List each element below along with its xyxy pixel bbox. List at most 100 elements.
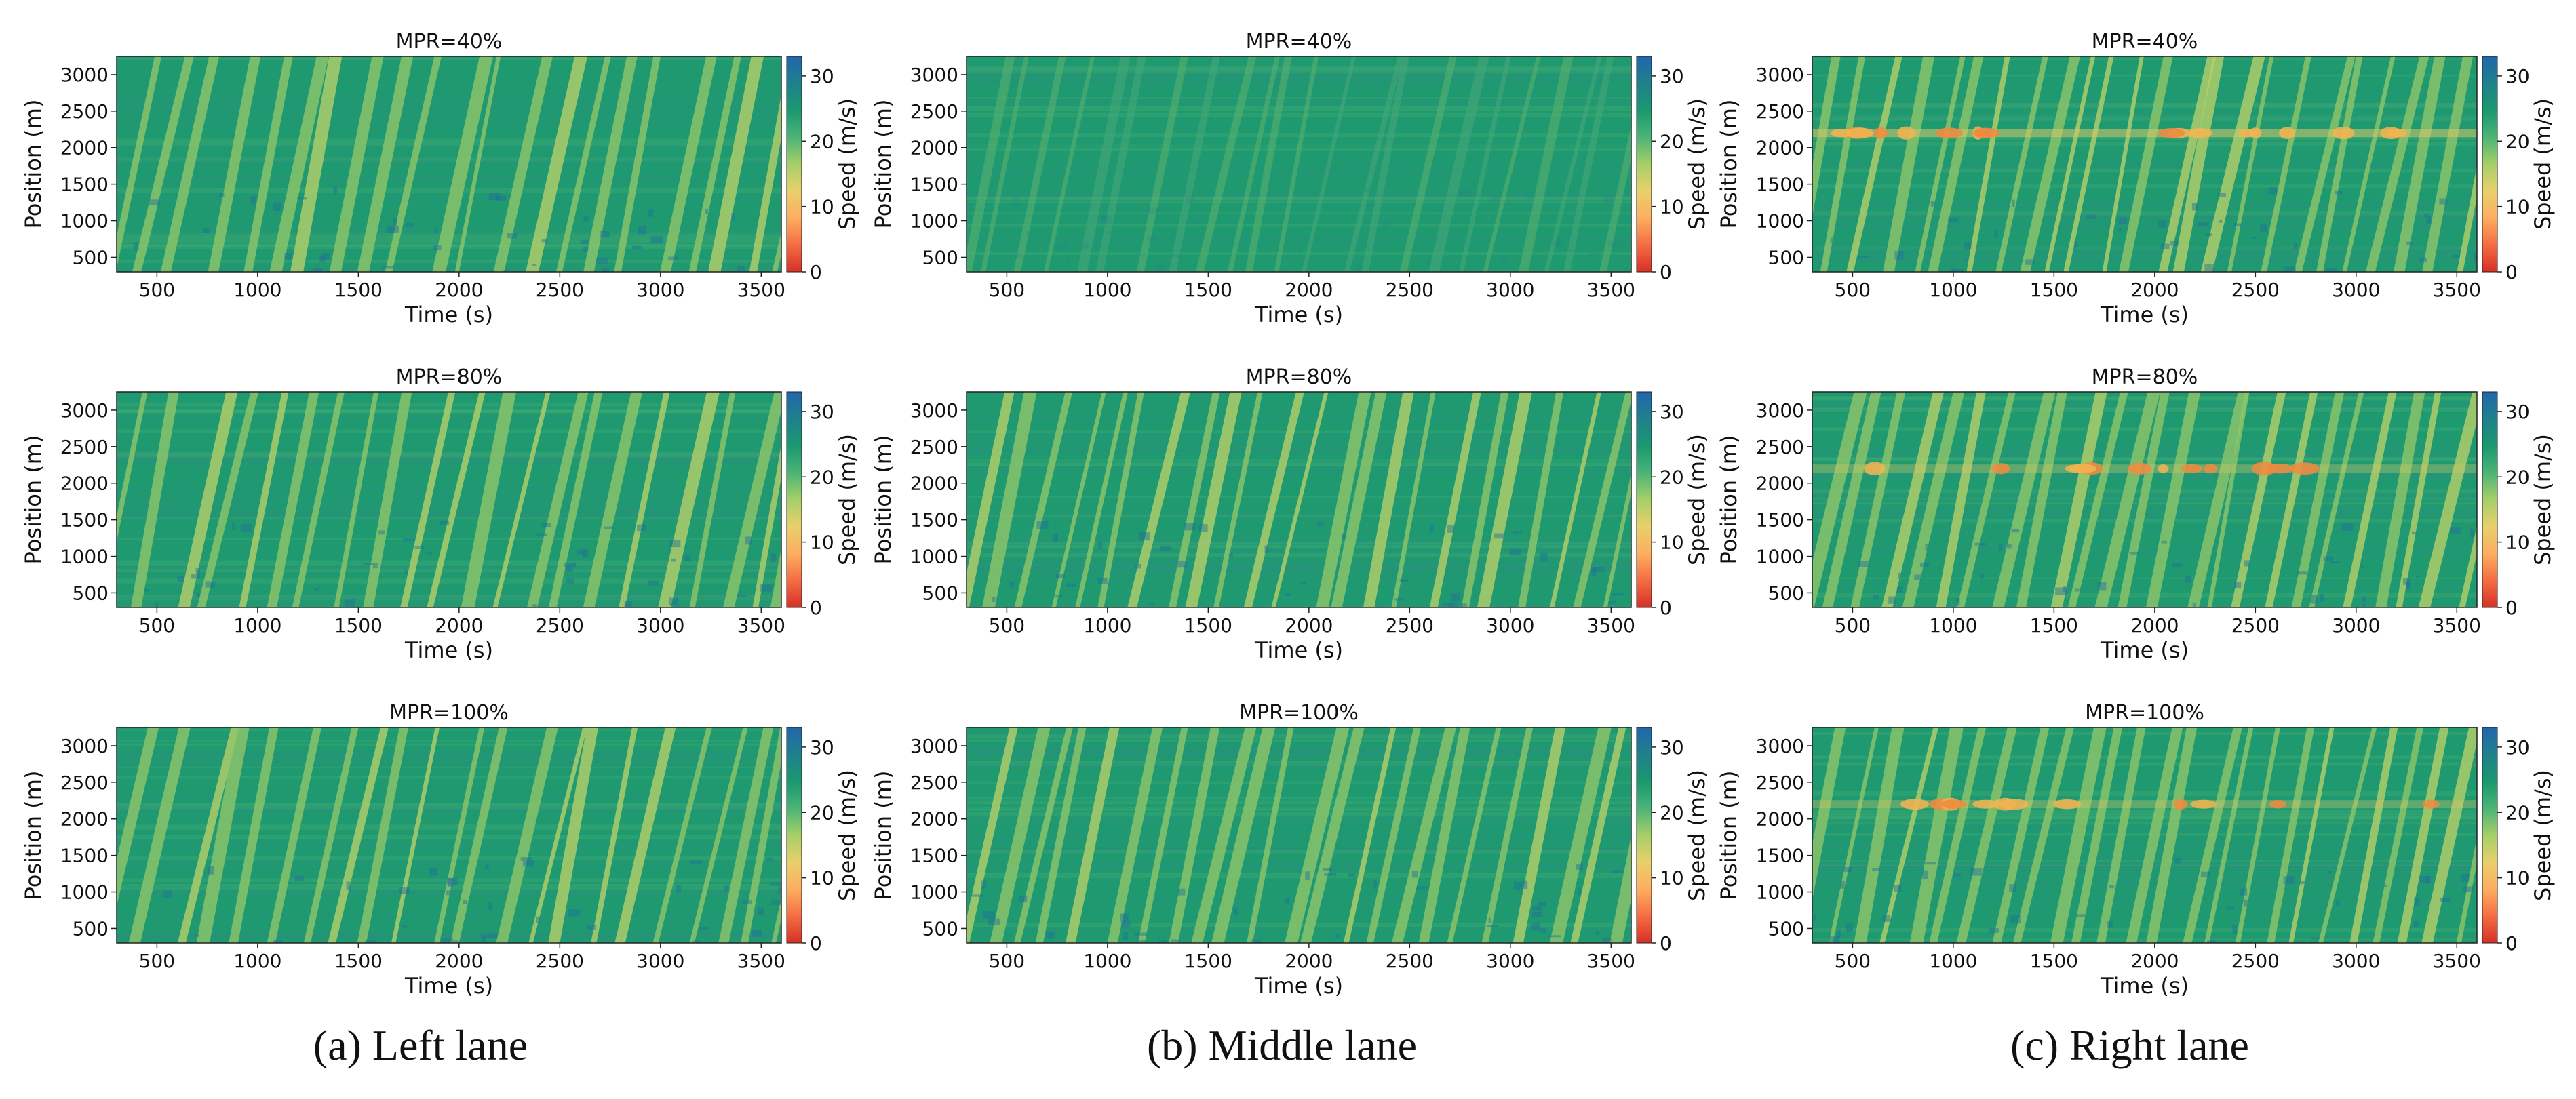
heatmap-texture [967,739,1631,742]
high-speed-patch [155,603,159,607]
x-tick-label: 1500 [334,279,383,301]
high-speed-patch [1155,263,1165,272]
speed-wave [328,727,389,943]
high-speed-patch [353,270,358,272]
speed-wave [1095,56,1146,272]
colorbar [2482,391,2498,608]
congestion-spot [2053,799,2082,810]
x-tick-label: 3500 [1587,614,1635,637]
x-tick-label: 2500 [536,950,584,972]
high-speed-patch [536,916,540,923]
high-speed-patch [1447,525,1455,533]
speed-wave [1929,727,1987,943]
high-speed-patch [1009,581,1015,588]
heatmap-texture [117,803,781,805]
high-speed-patch [1137,940,1146,943]
heatmap-texture [967,197,1631,199]
x-tick-label: 2000 [2130,279,2179,301]
high-speed-patch [2129,551,2140,555]
speed-wave [1302,56,1357,272]
colorbar-tick-label: 10 [810,867,834,890]
colorbar-tick-label: 20 [1660,466,1684,488]
colorbar-label: Speed (m/s) [834,770,860,901]
high-speed-patch [2470,529,2474,538]
heatmap-texture [967,68,1631,73]
caption-middle-lane: (b) Middle lane [1146,1021,1418,1069]
heatmap-texture [1812,592,2477,598]
speed-wave [2172,56,2225,272]
speed-wave [1909,727,1964,943]
heatmap-texture [967,99,1631,104]
high-speed-patch [272,202,282,212]
heatmap-texture [967,197,1631,200]
speed-wave [334,392,379,607]
heatmap-texture [967,467,1631,473]
speed-wave [583,392,643,607]
x-tick-label: 1500 [1184,279,1232,301]
high-speed-patch [568,909,580,917]
congestion-spot [1974,127,1991,138]
heatmap-texture [967,462,1631,466]
y-tick-label: 3000 [60,399,109,422]
speed-wave [614,56,661,272]
high-speed-patch [481,935,486,942]
y-tick-label: 2500 [1756,772,1804,794]
speed-wave [434,727,485,943]
high-speed-patch [1563,249,1572,252]
x-tick-label: 3500 [2433,614,2481,637]
x-tick-label: 3000 [1486,950,1534,972]
heatmap-texture [117,868,781,870]
x-tick-label: 2500 [1386,614,1434,637]
high-speed-patch [1523,880,1528,890]
heatmap-texture [117,111,781,113]
speed-wave [178,392,238,607]
speed-wave [132,56,194,272]
high-speed-patch [2413,921,2419,928]
colorbar-label: Speed (m/s) [1684,434,1710,565]
heatmap-texture [117,57,781,60]
high-speed-patch [1139,532,1150,541]
high-speed-patch [1858,255,1870,258]
plot-frame [966,56,1632,273]
high-speed-patch [2419,258,2427,262]
high-speed-patch [1953,873,1961,877]
high-speed-patch [1057,243,1069,252]
high-speed-patch [564,563,577,567]
heatmap-texture [117,142,781,147]
y-tick-label: 2000 [60,808,109,831]
high-speed-patch [2207,940,2217,943]
heatmap-texture [1812,823,2477,826]
speed-wave [117,56,162,268]
high-speed-patch [1394,598,1405,601]
plot-frame [116,391,782,608]
speed-wave [689,727,748,943]
high-speed-patch [345,599,355,607]
speed-wave [1820,56,1866,272]
high-speed-patch [1158,940,1167,943]
heatmap-area [1812,56,2477,272]
panel-title: MPR=40% [1246,30,1352,54]
high-speed-patch [1013,197,1019,206]
heatmap-texture [1812,928,2477,932]
x-tick-label: 1500 [1184,950,1232,972]
heatmap-texture [967,192,1631,198]
high-speed-patch [1171,939,1181,942]
high-speed-patch [378,530,385,535]
congestion-spot [2269,799,2287,809]
colorbar-tick-label: 30 [2505,401,2530,423]
speed-wave [196,727,250,943]
y-tick-label: 2500 [910,772,958,794]
high-speed-patch [683,555,691,562]
colorbar-tick-label: 30 [810,65,834,87]
colorbar-tick-label: 30 [1660,65,1684,87]
y-tick-label: 2500 [60,100,109,123]
high-speed-patch [541,239,548,243]
heatmap-texture [117,125,781,128]
high-speed-patch [2299,881,2306,885]
speed-wave [493,56,553,272]
heatmap-area [967,56,1631,272]
y-tick-label: 500 [73,917,109,940]
x-tick-label: 1500 [2030,950,2078,972]
high-speed-patch [2360,565,2364,568]
speed-wave [1829,727,1879,943]
